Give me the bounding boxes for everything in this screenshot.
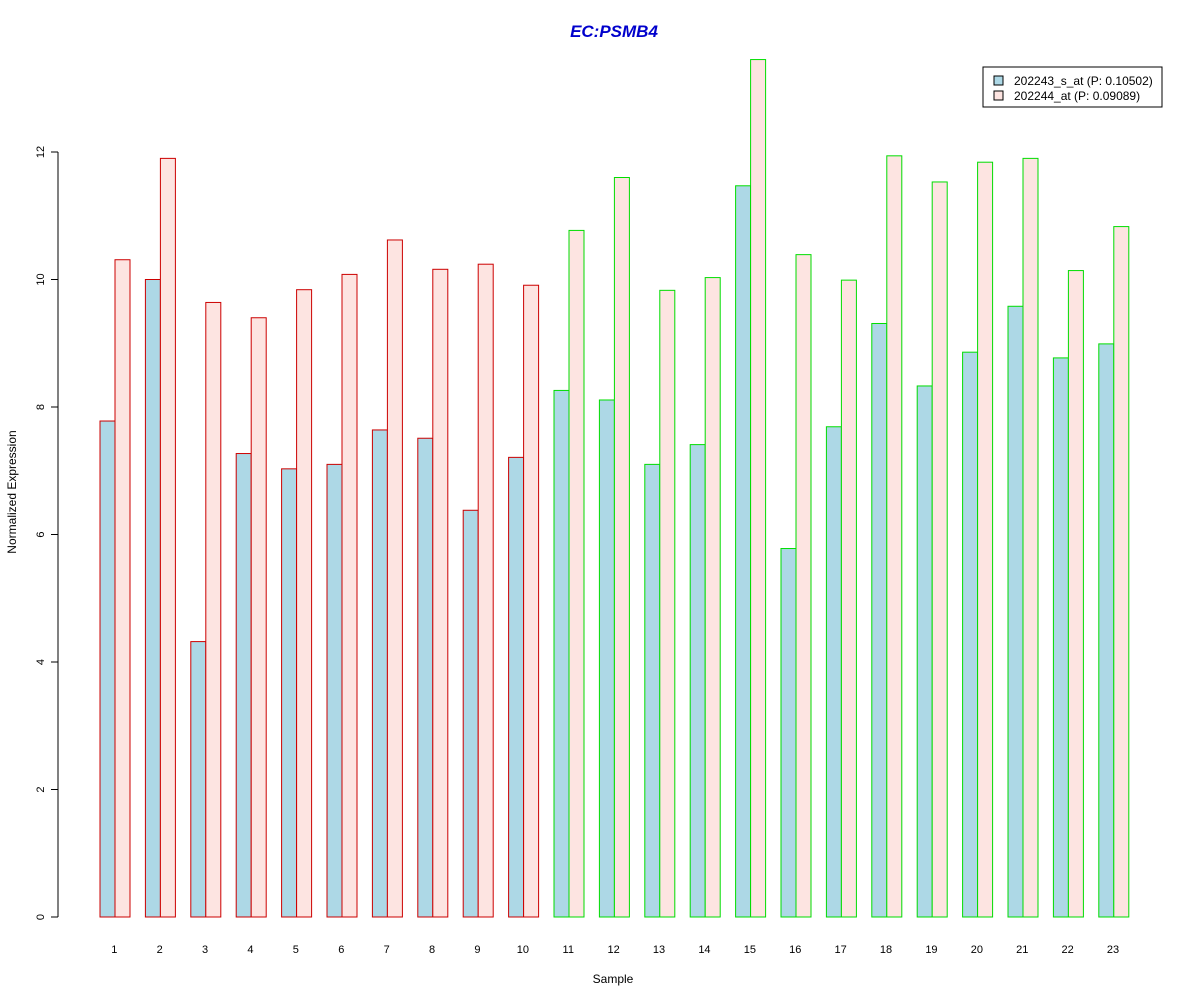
x-tick-label: 11 [563, 944, 574, 956]
bar-sample-5-series-2 [296, 289, 313, 918]
bar-sample-9-series-1 [462, 509, 479, 918]
bar-sample-20-series-2 [977, 161, 994, 918]
x-axis-label: Sample [593, 972, 634, 986]
bar-sample-11-series-2 [568, 229, 585, 918]
x-tick-label: 10 [517, 944, 529, 956]
x-tick-label: 5 [293, 944, 299, 956]
legend-box [982, 66, 1163, 108]
x-tick-label: 4 [247, 944, 253, 956]
bar-sample-19-series-1 [916, 385, 933, 918]
y-tick-label: 8 [35, 404, 47, 410]
bar-sample-3-series-2 [205, 301, 222, 918]
x-tick-label: 1 [111, 944, 117, 956]
x-tick-label: 6 [338, 944, 344, 956]
bar-sample-23-series-1 [1098, 343, 1115, 918]
bar-sample-8-series-1 [417, 437, 434, 918]
x-tick-label: 18 [880, 944, 892, 956]
bar-sample-17-series-2 [840, 279, 857, 918]
bar-sample-18-series-2 [886, 155, 903, 918]
bar-sample-20-series-1 [962, 351, 979, 918]
bars [99, 59, 1130, 918]
bar-sample-7-series-1 [371, 429, 388, 918]
legend-swatch-1 [993, 75, 1004, 86]
bar-sample-1-series-1 [99, 420, 116, 918]
bar-sample-22-series-1 [1052, 357, 1069, 918]
bar-sample-10-series-1 [508, 456, 525, 918]
x-tick-label: 3 [202, 944, 208, 956]
bar-sample-21-series-2 [1022, 157, 1039, 918]
legend-label-2: 202244_at (P: 0.09089) [1014, 89, 1140, 103]
bar-sample-6-series-1 [326, 463, 343, 918]
bar-sample-14-series-1 [689, 444, 706, 918]
bar-sample-16-series-1 [780, 548, 797, 918]
bar-sample-13-series-2 [659, 289, 676, 918]
bar-sample-6-series-2 [341, 273, 358, 918]
bar-sample-21-series-1 [1007, 305, 1024, 918]
y-tick-label: 12 [35, 146, 47, 158]
legend-swatch-2 [993, 90, 1004, 101]
bar-sample-15-series-2 [750, 59, 767, 918]
y-tick-label: 0 [35, 914, 47, 920]
bar-sample-10-series-2 [523, 284, 540, 918]
bar-sample-8-series-2 [432, 268, 449, 918]
x-tick-label: 19 [925, 944, 937, 956]
x-tick-label: 15 [744, 944, 756, 956]
x-tick-label: 17 [835, 944, 847, 956]
x-tick-label: 9 [474, 944, 480, 956]
x-tick-label: 20 [971, 944, 983, 956]
bar-sample-23-series-2 [1113, 226, 1130, 918]
x-tick-label: 14 [698, 944, 710, 956]
y-tick-label: 2 [35, 786, 47, 792]
y-axis-label: Normalized Expression [5, 430, 19, 553]
bar-sample-7-series-2 [386, 239, 403, 918]
x-tick-label: 12 [608, 944, 620, 956]
y-tick-label: 6 [35, 531, 47, 537]
bar-sample-17-series-1 [825, 426, 842, 918]
bar-sample-14-series-2 [704, 277, 721, 918]
bar-sample-12-series-2 [613, 177, 630, 918]
legend: 202243_s_at (P: 0.10502) 202244_at (P: 0… [982, 66, 1163, 108]
x-tick-label: 21 [1016, 944, 1028, 956]
chart-title: EC:PSMB4 [570, 22, 658, 41]
bar-sample-22-series-2 [1067, 270, 1084, 918]
bar-sample-4-series-1 [235, 453, 252, 918]
y-axis: 0 2 4 6 8 10 12 [35, 146, 59, 920]
x-tick-label: 16 [789, 944, 801, 956]
bar-sample-18-series-1 [871, 322, 888, 918]
y-tick-label: 4 [35, 659, 47, 665]
bar-sample-2-series-2 [159, 157, 176, 918]
bar-sample-9-series-2 [477, 263, 494, 918]
bar-sample-5-series-1 [281, 468, 298, 918]
bar-sample-15-series-1 [735, 185, 752, 918]
bar-sample-19-series-2 [931, 181, 948, 918]
bar-sample-2-series-1 [144, 279, 161, 918]
y-tick-label: 10 [35, 273, 47, 285]
legend-label-1: 202243_s_at (P: 0.10502) [1014, 74, 1153, 88]
bar-sample-13-series-1 [644, 463, 661, 918]
bar-sample-11-series-1 [553, 389, 570, 918]
bar-sample-4-series-2 [250, 317, 267, 918]
x-tick-label: 13 [653, 944, 665, 956]
x-tick-label: 22 [1062, 944, 1074, 956]
x-tick-label: 2 [157, 944, 163, 956]
x-tick-label: 8 [429, 944, 435, 956]
bar-sample-12-series-1 [598, 399, 615, 918]
bar-sample-3-series-1 [190, 641, 207, 918]
bar-sample-1-series-2 [114, 259, 131, 918]
x-tick-label: 23 [1107, 944, 1119, 956]
x-axis-tick-labels: 1 2 3 4 5 6 7 8 9 10 11 12 13 14 15 16 17 18 19 20 21 22 23 [111, 944, 1119, 956]
bar-sample-16-series-2 [795, 254, 812, 918]
x-tick-label: 7 [384, 944, 390, 956]
